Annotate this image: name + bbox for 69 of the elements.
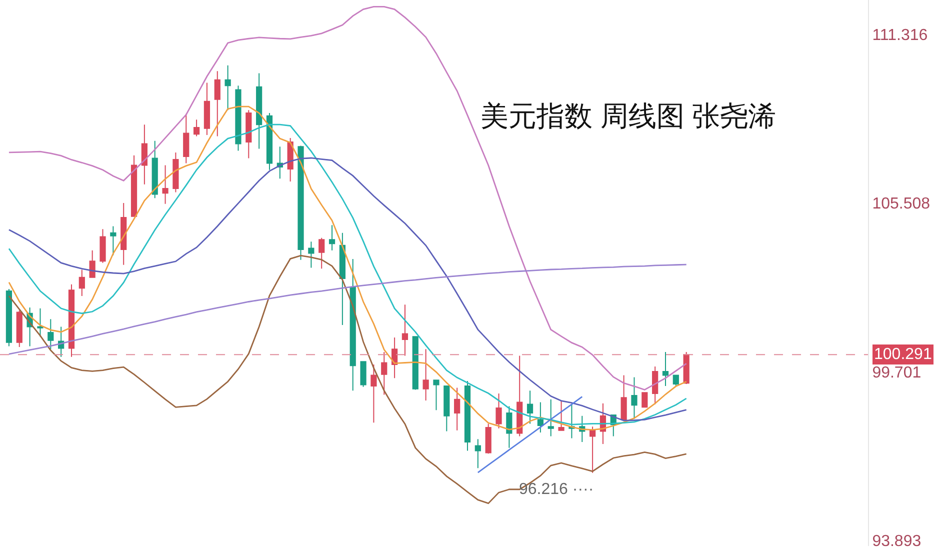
candlestick <box>130 154 138 217</box>
candlestick <box>433 380 440 411</box>
candlestick <box>631 376 638 420</box>
candlestick <box>204 82 210 136</box>
candlestick <box>620 374 627 422</box>
candlestick <box>48 318 54 350</box>
candlestick <box>444 385 450 432</box>
candlestick <box>642 392 648 408</box>
line-series <box>8 254 688 504</box>
candlestick <box>162 164 168 204</box>
candlestick <box>422 348 429 401</box>
candlestick <box>548 398 554 437</box>
candlestick <box>506 406 512 448</box>
candlestick <box>298 145 304 260</box>
candlestick <box>246 110 252 159</box>
candlestick <box>235 85 242 152</box>
candlestick <box>224 64 231 111</box>
candlestick <box>100 228 106 264</box>
candlestick <box>381 352 388 396</box>
candlestick <box>37 308 44 338</box>
candlestick <box>683 352 690 384</box>
candlestick <box>6 288 12 347</box>
candlestick <box>120 202 127 266</box>
y-tick-label: 105.508 <box>872 196 930 213</box>
candlestick <box>464 380 471 452</box>
candlestick <box>402 304 408 356</box>
candlestick <box>183 113 190 164</box>
line-series <box>8 6 688 390</box>
candlestick <box>485 423 492 454</box>
candlestick <box>328 224 336 251</box>
candlestick <box>516 355 523 437</box>
candlestick <box>110 226 116 256</box>
candlestick <box>266 112 273 170</box>
candlestick <box>360 361 366 388</box>
candlestick <box>652 366 658 405</box>
candlestick <box>339 232 346 326</box>
candlestick <box>68 284 75 358</box>
y-tick-label: 99.701 <box>872 364 922 382</box>
candlestick <box>474 438 481 469</box>
line-series <box>477 396 583 474</box>
candlestick <box>537 402 544 433</box>
candlestick <box>16 310 22 348</box>
candlestick <box>78 269 85 296</box>
candlestick <box>141 124 148 185</box>
text: 美元指数 周线图 张尧浠 <box>480 100 776 132</box>
candlestick <box>152 140 158 199</box>
candlestick <box>350 258 356 392</box>
candlestick <box>89 250 96 278</box>
candlestick <box>214 70 220 137</box>
candlestick <box>662 352 669 386</box>
candlestick <box>558 400 564 431</box>
candlestick <box>308 241 314 268</box>
candlestick <box>172 152 179 193</box>
ref-line-label: 100.291 <box>874 346 932 363</box>
candlestick <box>256 72 262 150</box>
candlestick <box>672 374 679 386</box>
y-tick-label: 93.893 <box>872 532 922 550</box>
candlestick <box>526 390 534 424</box>
candlestick <box>193 119 200 137</box>
candlestick <box>496 393 502 429</box>
candlestick <box>454 387 460 431</box>
line-series <box>8 264 688 355</box>
candlestick <box>412 336 418 390</box>
candlestick <box>391 336 398 379</box>
candlestick <box>318 237 325 270</box>
y-tick-label: 111.316 <box>872 26 928 44</box>
candlestick <box>370 364 377 424</box>
annotation: 96.216 ···· <box>519 481 594 498</box>
candlestick <box>589 426 596 474</box>
